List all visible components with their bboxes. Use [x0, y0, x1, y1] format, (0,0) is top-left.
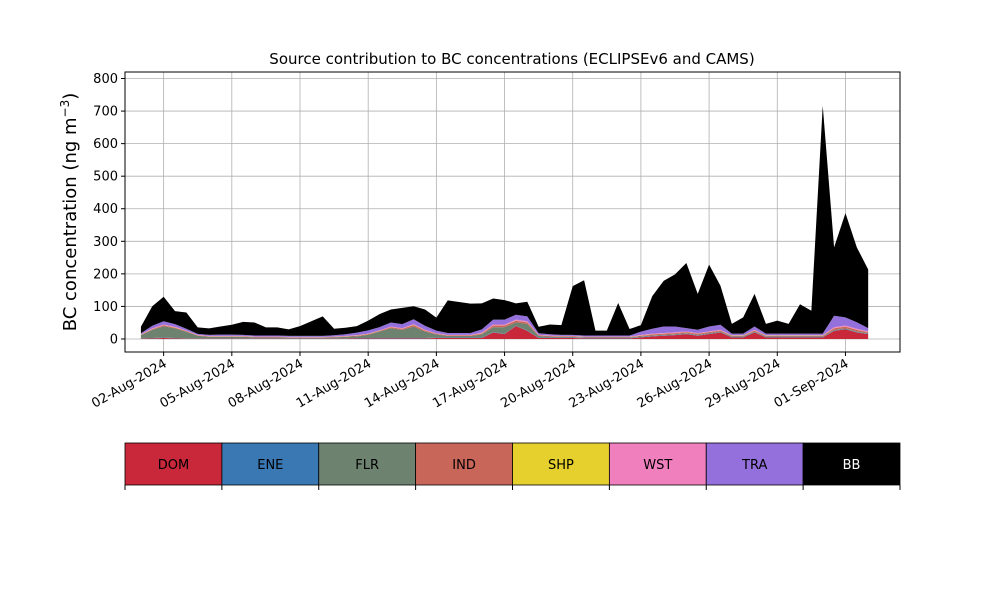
- area-ene: [140, 325, 869, 339]
- y-tick-label: 600: [93, 137, 118, 152]
- stacked-areas: [140, 105, 869, 339]
- x-tick-label: 26-Aug-2024: [635, 356, 715, 411]
- legend-label-shp: SHP: [548, 458, 574, 473]
- legend-label-tra: TRA: [741, 458, 767, 473]
- legend-swatch-tra: [705, 442, 804, 486]
- x-tick-label: 14-Aug-2024: [362, 356, 442, 411]
- legend: DOM ENE FLR IND SHP WST TRA BB: [124, 442, 901, 490]
- x-axis-ticks: 02-Aug-202405-Aug-202408-Aug-202411-Aug-…: [89, 352, 851, 412]
- x-tick-label: 23-Aug-2024: [567, 356, 647, 411]
- legend-swatch-ene: [221, 442, 320, 486]
- x-tick-label: 17-Aug-2024: [430, 356, 510, 411]
- y-tick-label: 0: [110, 332, 118, 347]
- area-flr: [140, 322, 869, 339]
- x-tick-label: 29-Aug-2024: [703, 356, 783, 411]
- legend-label-wst: WST: [643, 458, 672, 473]
- x-tick-label: 01-Sep-2024: [772, 356, 852, 411]
- y-axis-label-text: BC concentration (ng m: [60, 117, 81, 331]
- chart-title: Source contribution to BC concentrations…: [269, 50, 754, 68]
- y-axis-ticks: 0 100 200 300 400 500 600 700 800: [93, 72, 125, 347]
- legend-label-ene: ENE: [257, 458, 283, 473]
- area-bb: [140, 105, 869, 336]
- x-tick-label: 05-Aug-2024: [157, 356, 237, 411]
- legend-label-ind: IND: [452, 458, 476, 473]
- area-dom: [140, 325, 869, 339]
- legend-label-flr: FLR: [355, 458, 379, 473]
- y-axis-label-close: ): [60, 93, 81, 100]
- area-wst: [140, 319, 869, 338]
- y-tick-label: 700: [93, 105, 118, 120]
- x-tick-label: 02-Aug-2024: [89, 356, 169, 411]
- x-tick-label: 11-Aug-2024: [294, 356, 374, 411]
- y-tick-label: 500: [93, 170, 118, 185]
- legend-swatch-bb: [802, 442, 901, 486]
- legend-swatch-wst: [608, 442, 707, 486]
- y-axis-label-superscript: −3: [58, 100, 72, 118]
- plot-frame: [124, 71, 901, 353]
- legend-swatch-dom: [124, 442, 223, 486]
- area-tra: [140, 314, 869, 337]
- y-tick-label: 200: [93, 267, 118, 282]
- area-shp: [140, 320, 869, 338]
- legend-label-bb: BB: [843, 458, 861, 473]
- y-tick-label: 300: [93, 235, 118, 250]
- y-tick-label: 400: [93, 202, 118, 217]
- x-tick-label: 08-Aug-2024: [226, 356, 306, 411]
- grid: [125, 72, 900, 352]
- y-tick-label: 800: [93, 72, 118, 87]
- area-ind: [140, 320, 869, 338]
- y-axis-label: BC concentration (ng m−3): [58, 93, 81, 332]
- y-tick-label: 100: [93, 300, 118, 315]
- legend-swatch-ind: [415, 442, 513, 486]
- legend-label-dom: DOM: [158, 458, 189, 473]
- x-tick-label: 20-Aug-2024: [498, 356, 578, 411]
